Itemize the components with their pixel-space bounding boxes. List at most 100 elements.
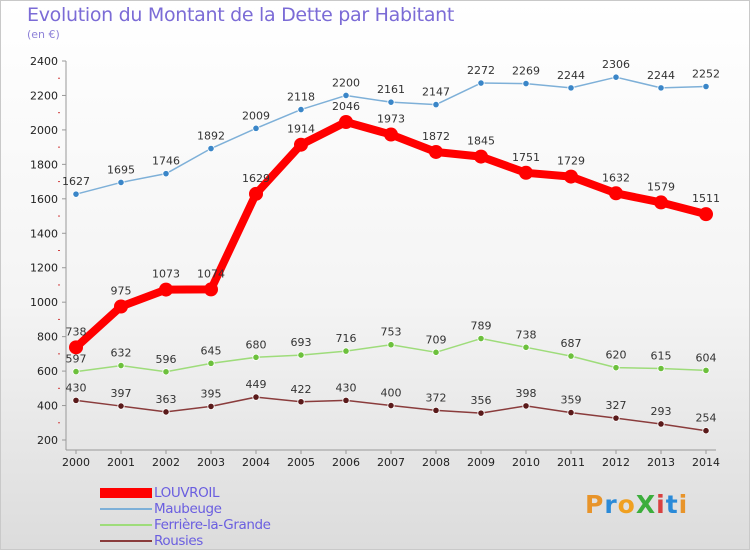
data-label-louvroil: 1073 [152,268,180,281]
y-tick-label: 1400 [30,227,58,240]
data-point-ferri-re-la-grande [612,364,620,372]
data-point-ferri-re-la-grande [387,341,395,349]
data-point-maubeuge [342,91,350,100]
data-point-rousies [612,414,620,422]
data-point-rousies [387,401,395,410]
data-label-louvroil: 1579 [647,180,675,193]
data-point-louvroil [699,207,713,222]
y-tick-label: 2000 [30,124,58,137]
data-label-rousies: 327 [606,399,627,412]
data-label-ferri-re-la-grande: 716 [336,332,357,345]
data-point-louvroil [339,114,353,129]
data-label-louvroil: 1632 [602,171,630,184]
data-point-rousies [162,408,170,416]
proxiti-logo: ProXiti [585,490,689,519]
data-point-rousies [477,409,485,417]
data-label-maubeuge: 2269 [512,65,540,78]
data-label-rousies: 430 [336,381,357,394]
data-label-rousies: 395 [201,387,222,400]
data-label-ferri-re-la-grande: 597 [66,353,87,366]
x-tick-label: 2011 [557,456,585,469]
data-label-maubeuge: 2161 [377,83,405,96]
data-point-louvroil [249,186,263,201]
data-label-rousies: 293 [651,405,672,418]
legend-label-ferri-re-la-grande: Ferrière-la-Grande [154,517,271,533]
data-label-louvroil: 1511 [692,192,720,205]
data-point-ferri-re-la-grande [252,353,260,361]
y-tick-label: 1800 [30,158,58,171]
data-point-louvroil [564,169,578,184]
data-point-ferri-re-la-grande [702,366,710,375]
data-point-ferri-re-la-grande [432,348,440,356]
data-label-ferri-re-la-grande: 687 [561,337,582,350]
legend-swatch-maubeuge [100,508,152,510]
data-label-maubeuge: 2244 [557,69,585,82]
data-label-louvroil: 1973 [377,113,405,126]
data-point-louvroil [204,282,218,297]
x-tick-label: 2010 [512,456,540,469]
data-point-maubeuge [657,84,665,92]
x-tick-label: 2003 [197,456,225,469]
x-tick-label: 2000 [62,456,90,469]
data-label-maubeuge: 2244 [647,69,675,82]
data-label-louvroil: 1872 [422,130,450,143]
data-label-rousies: 398 [516,387,537,400]
data-label-louvroil: 1729 [557,155,585,168]
data-point-maubeuge [207,144,215,153]
data-point-maubeuge [252,124,260,132]
data-label-maubeuge: 2009 [242,109,270,122]
data-point-rousies [252,393,260,401]
x-tick-label: 2007 [377,456,405,469]
x-tick-label: 2014 [692,456,720,469]
data-point-ferri-re-la-grande [477,334,485,343]
data-label-louvroil: 1751 [512,151,540,164]
data-label-louvroil: 2046 [332,100,360,113]
data-label-rousies: 359 [561,394,582,407]
data-point-ferri-re-la-grande [162,368,170,376]
data-label-louvroil: 1845 [467,135,495,148]
x-tick-label: 2009 [467,456,495,469]
data-label-ferri-re-la-grande: 596 [156,353,177,366]
data-point-maubeuge [432,100,440,109]
data-label-ferri-re-la-grande: 604 [696,351,717,364]
x-tick-label: 2005 [287,456,315,469]
data-label-maubeuge: 2306 [602,58,630,71]
data-label-rousies: 430 [66,381,87,394]
x-tick-label: 2013 [647,456,675,469]
data-point-rousies [207,402,215,411]
x-tick-label: 2006 [332,456,360,469]
y-tick-label: 1200 [30,262,58,275]
legend-label-louvroil: LOUVROIL [154,485,220,501]
data-point-ferri-re-la-grande [297,351,305,359]
data-label-louvroil: 738 [66,325,87,338]
x-tick-label: 2002 [152,456,180,469]
legend-swatch-rousies [100,540,152,542]
data-point-ferri-re-la-grande [657,364,665,373]
data-point-ferri-re-la-grande [522,343,530,351]
data-label-ferri-re-la-grande: 620 [606,349,627,362]
legend-label-rousies: Rousies [154,533,203,549]
data-point-ferri-re-la-grande [567,352,575,360]
data-label-louvroil: 1074 [197,267,225,280]
data-point-rousies [657,420,665,428]
data-label-maubeuge: 1892 [197,130,225,143]
data-point-maubeuge [477,79,485,87]
data-label-rousies: 254 [696,412,717,425]
data-point-rousies [702,427,710,435]
data-label-rousies: 449 [246,378,267,391]
data-label-ferri-re-la-grande: 645 [201,344,222,357]
legend-swatch-louvroil [100,488,152,498]
data-point-maubeuge [72,190,80,198]
data-point-rousies [342,396,350,404]
y-tick-label: 600 [37,365,58,378]
data-point-rousies [297,398,305,406]
data-point-louvroil [384,127,398,142]
y-tick-label: 2400 [30,55,58,68]
data-point-ferri-re-la-grande [342,347,350,355]
data-point-louvroil [69,340,83,355]
y-tick-label: 200 [37,434,58,447]
data-label-maubeuge: 2118 [287,91,315,104]
data-label-maubeuge: 2272 [467,64,495,77]
